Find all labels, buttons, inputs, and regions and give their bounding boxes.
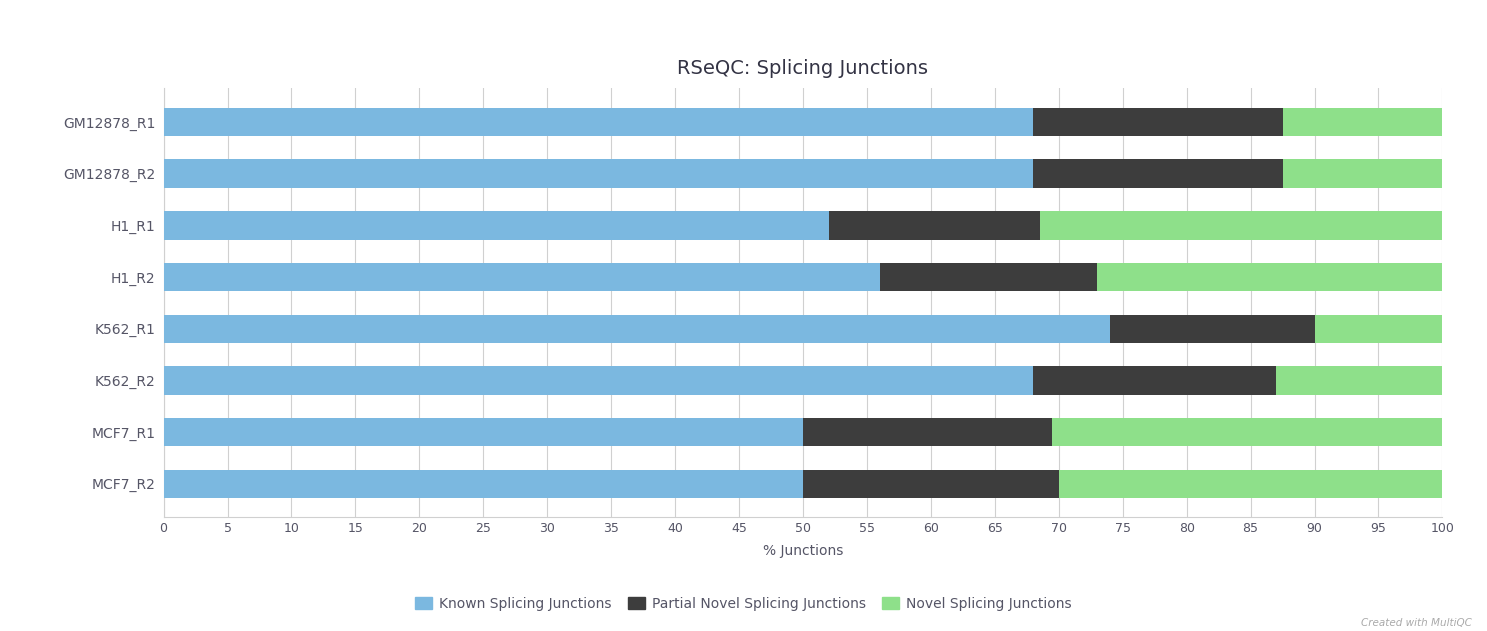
Bar [164, 314, 1109, 343]
Bar [1282, 160, 1442, 188]
Bar [1097, 263, 1442, 292]
Bar [1053, 418, 1442, 446]
Bar [880, 263, 1097, 292]
Legend: Known Splicing Junctions, Partial Novel Splicing Junctions, Novel Splicing Junct: Known Splicing Junctions, Partial Novel … [409, 590, 1078, 618]
Bar [164, 211, 828, 240]
Bar [1282, 108, 1442, 136]
Bar [164, 160, 1033, 188]
Title: RSeQC: Splicing Junctions: RSeQC: Splicing Junctions [678, 59, 928, 78]
Bar [1033, 366, 1276, 394]
Bar [164, 418, 803, 446]
Bar [1059, 469, 1442, 498]
Bar [164, 366, 1033, 394]
Bar [1039, 211, 1442, 240]
Bar [1109, 314, 1315, 343]
Bar [1276, 366, 1442, 394]
Bar [1315, 314, 1442, 343]
Bar [803, 418, 1053, 446]
Bar [1033, 108, 1282, 136]
Bar [828, 211, 1039, 240]
Text: Created with MultiQC: Created with MultiQC [1361, 618, 1472, 628]
Bar [164, 263, 880, 292]
X-axis label: % Junctions: % Junctions [763, 544, 843, 558]
Bar [164, 108, 1033, 136]
Bar [164, 469, 803, 498]
Bar [803, 469, 1059, 498]
Bar [1033, 160, 1282, 188]
